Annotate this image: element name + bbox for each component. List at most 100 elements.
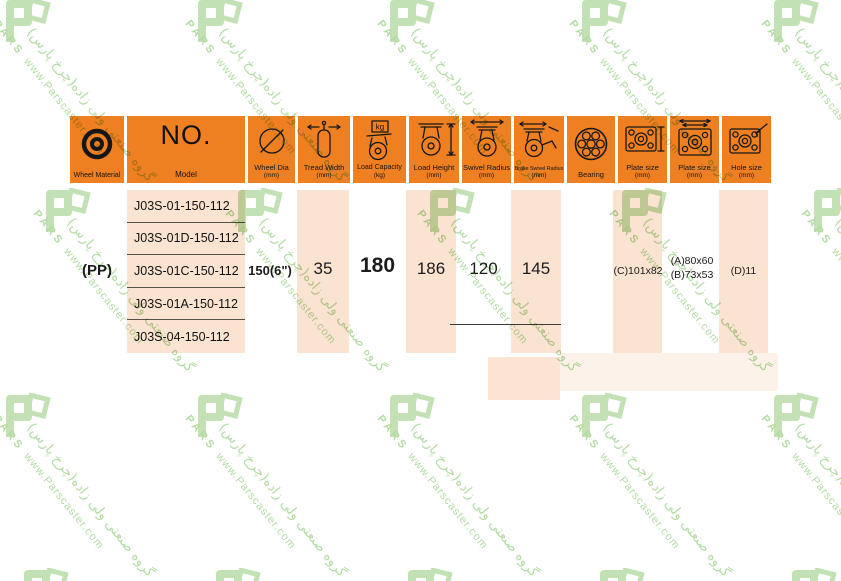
header-label: Load Capacity: [357, 164, 402, 172]
pars-logo-icon: [774, 0, 819, 42]
model-row: J03S-01-150-112: [127, 190, 245, 223]
header-unit: (mm): [531, 172, 547, 180]
watermark-persian-text: گروه صنعتی ولی زاده(چرخ پارس): [407, 420, 542, 581]
value-wheel-material: (PP): [82, 262, 112, 279]
pars-logo-icon: [6, 0, 51, 42]
wheel-diameter-icon: [252, 117, 292, 164]
header-unit: (mm): [316, 172, 332, 180]
header-no-title: NO.: [160, 120, 212, 150]
model-row: J03S-01C-150-112: [127, 255, 245, 288]
watermark-persian-text: گروه صنعتی ولی زاده(چرخ پارس): [23, 420, 158, 581]
table-header-row: Wheel Material NO. Model Wheel Dia (mm): [70, 116, 771, 183]
header-label: Swivel Radius: [462, 162, 511, 172]
header-cell-brake-swivel-radius: Brake Swivel Radius (mm): [514, 116, 564, 183]
header-unit: (mm): [426, 172, 442, 180]
load-height-icon: [411, 117, 457, 164]
pars-logo-icon: [390, 0, 435, 42]
plate-size-ab-icon: [672, 117, 718, 164]
value-plate-size-1: (C)101x82: [613, 265, 663, 277]
header-unit: (mm): [738, 172, 755, 180]
watermark-persian-text: گروه صنعتی ولی زاده(چرخ پارس): [215, 420, 350, 581]
pars-logo-icon: [198, 392, 243, 437]
pars-logo-icon: [600, 567, 645, 581]
header-label: Bearing: [578, 170, 604, 180]
header-cell-plate-size-1: Plate size (mm): [618, 116, 667, 183]
tread-width-icon: [302, 117, 346, 164]
pars-logo-icon: [46, 187, 91, 232]
value-plate-size-2: (A)80x60 (B)73x53: [664, 255, 720, 282]
wheel-material-icon: [78, 117, 116, 172]
value-plate-size-2b: (B)73x53: [670, 268, 714, 281]
header-cell-tread-width: Tread Width (mm): [298, 116, 350, 183]
stripe-hole-column: [719, 190, 768, 353]
header-unit: (mm): [634, 172, 651, 180]
header-label: Brake Swivel Radius: [514, 166, 564, 173]
load-capacity-icon: kg: [357, 117, 403, 164]
hole-size-icon: [724, 117, 770, 164]
pars-logo-icon: [814, 187, 841, 232]
header-label: Wheel Material: [73, 171, 121, 179]
header-unit: (mm): [263, 172, 280, 180]
header-cell-plate-size-2: Plate size (mm): [670, 116, 719, 183]
model-row: J03S-04-150-112: [134, 329, 230, 344]
stripe-tread-width-column: [297, 190, 349, 353]
watermark-latin-text: PARSwww.Parscaster.com: [0, 413, 107, 552]
pars-logo-icon: [582, 392, 627, 437]
wash-rectangle: [560, 353, 778, 391]
pars-logo-icon: [408, 567, 453, 581]
header-model-subtitle: Model: [175, 170, 197, 179]
pars-logo-icon: [6, 392, 51, 437]
value-plate-size-2a: (A)80x60: [670, 255, 714, 267]
header-cell-wheel-material: Wheel Material: [70, 116, 124, 183]
value-load-height: 186: [416, 259, 446, 278]
header-label: Plate size: [678, 162, 711, 172]
model-list: J03S-01-150-112 J03S-01D-150-112 J03S-01…: [127, 190, 245, 353]
kg-icon-text: kg: [375, 122, 383, 131]
model-row: J03S-01A-150-112: [127, 288, 245, 321]
header-label: Hole size: [731, 162, 762, 172]
header-cell-load-capacity: kg Load Capacity (kg): [353, 116, 406, 183]
pars-logo-icon: [774, 392, 819, 437]
watermark-latin-text: PARSwww.Parscaster.com: [182, 413, 299, 552]
watermark-latin-text: PARSwww.Parscaster.com: [798, 208, 841, 347]
header-label: Load Height: [413, 162, 455, 172]
header-unit: (mm): [686, 172, 703, 180]
model-row: J03S-01D-150-112: [127, 223, 245, 256]
watermark-latin-text: PARSwww.Parscaster.com: [566, 413, 683, 552]
value-swivel-radius: 120: [469, 259, 498, 278]
header-cell-bearing: Bearing: [567, 116, 615, 183]
header-cell-hole-size: Hole size (mm): [722, 116, 771, 183]
wash-rectangle: [488, 357, 560, 400]
header-cell-swivel-radius: Swivel Radius (mm): [462, 116, 511, 183]
swivel-radius-icon: [465, 117, 509, 164]
header-unit: (mm): [478, 172, 495, 180]
brake-swivel-radius-icon: [516, 117, 562, 166]
watermark-persian-text: گروه صنعتی ولی زاده(چرخ پارس): [831, 215, 841, 375]
pars-logo-icon: [792, 567, 837, 581]
header-cell-model: NO. Model: [127, 116, 245, 183]
value-load-capacity: 180: [359, 254, 396, 277]
header-label: Tread Width: [303, 162, 345, 172]
watermark-persian-text: گروه صنعتی ولی زاده(چرخ پارس): [791, 25, 841, 185]
watermark-persian-text: گروه صنعتی ولی زاده(چرخ پارس): [791, 420, 841, 580]
watermark-latin-text: PARSwww.Parscaster.com: [758, 18, 841, 157]
watermark-persian-text: گروه صنعتی ولی زاده(چرخ پارس): [599, 420, 734, 581]
pars-logo-icon: [24, 567, 69, 581]
plate-size-c-icon: [620, 117, 666, 164]
watermark-latin-text: PARSwww.Parscaster.com: [374, 413, 491, 552]
header-cell-wheel-dia: Wheel Dia (mm): [248, 116, 295, 183]
bearing-icon: [569, 117, 613, 171]
pars-logo-icon: [582, 0, 627, 42]
header-unit: (kg): [373, 172, 386, 180]
pars-logo-icon: [198, 0, 243, 42]
